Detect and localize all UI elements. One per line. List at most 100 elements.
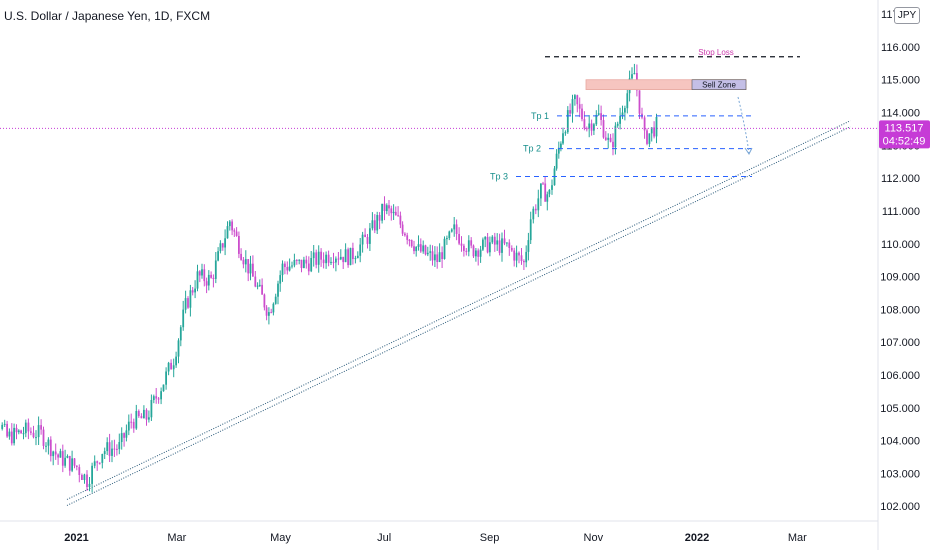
candle-body bbox=[475, 250, 477, 257]
candle-body bbox=[88, 483, 91, 487]
candle-body bbox=[408, 239, 411, 241]
candle-body bbox=[148, 417, 150, 420]
candle-body bbox=[410, 240, 413, 247]
candle-body bbox=[240, 253, 242, 260]
current-price-label: 113.517 bbox=[885, 122, 924, 134]
candle-body bbox=[604, 137, 607, 140]
levels[interactable]: Stop Loss Sell Zone Tp 1 Tp 2 Tp 3 bbox=[490, 48, 800, 182]
candle-body bbox=[47, 439, 50, 446]
candle-body bbox=[284, 263, 286, 267]
candle-body bbox=[293, 260, 296, 266]
candle-body bbox=[103, 451, 106, 454]
candle-body bbox=[557, 147, 560, 154]
candle-body bbox=[145, 409, 148, 420]
candle-body bbox=[369, 228, 371, 244]
candle-body bbox=[143, 409, 145, 419]
candle-body bbox=[446, 238, 448, 240]
sell-zone-label-box bbox=[691, 79, 747, 90]
candle-body bbox=[214, 260, 217, 279]
candle-body bbox=[226, 226, 229, 239]
candle-body bbox=[228, 221, 231, 227]
candle-body bbox=[277, 283, 279, 297]
current-price-tag: 113.517 04:52:49 bbox=[0, 120, 930, 149]
candle-body bbox=[638, 90, 641, 114]
candle-body bbox=[643, 117, 646, 131]
candle-body bbox=[619, 115, 621, 124]
candle-body bbox=[96, 461, 99, 463]
candle-body bbox=[30, 431, 32, 433]
candle-body bbox=[399, 215, 402, 225]
tp-label-1: Tp 1 bbox=[531, 111, 549, 121]
symbol-title: U.S. Dollar / Japanese Yen, 1D, FXCM bbox=[4, 9, 211, 23]
candle-body bbox=[312, 252, 315, 259]
candles bbox=[1, 63, 658, 493]
tp-label-3: Tp 3 bbox=[490, 172, 508, 182]
candle-body bbox=[465, 250, 468, 252]
x-tick-label: Nov bbox=[584, 532, 604, 544]
candle-body bbox=[81, 475, 83, 480]
candle-body bbox=[132, 421, 135, 429]
candle-body bbox=[339, 256, 342, 260]
candle-body bbox=[578, 104, 581, 109]
y-tick-label: 112.000 bbox=[881, 173, 920, 185]
candle-body bbox=[491, 236, 494, 243]
candle-body bbox=[417, 244, 420, 247]
candle-body bbox=[415, 246, 418, 252]
trendline-channel[interactable] bbox=[66, 120, 851, 506]
tp-label-2: Tp 2 bbox=[523, 144, 541, 154]
candle-body bbox=[513, 250, 516, 261]
candle-body bbox=[438, 252, 441, 262]
candle-body bbox=[614, 125, 617, 148]
x-tick-label: Mar bbox=[788, 532, 807, 544]
candle-body bbox=[569, 110, 571, 114]
candle-body bbox=[261, 284, 263, 295]
candle-body bbox=[244, 259, 247, 265]
candle-body bbox=[310, 258, 313, 272]
candle-body bbox=[534, 208, 537, 211]
y-tick-label: 103.000 bbox=[880, 468, 920, 480]
candle-body bbox=[560, 143, 562, 148]
time-axis[interactable]: 2021 Mar May Jul Sep Nov 2022 Mar bbox=[64, 532, 807, 544]
candle-body bbox=[66, 456, 69, 458]
candle-body bbox=[612, 141, 614, 148]
candle-body bbox=[361, 234, 364, 245]
candle-body bbox=[460, 243, 463, 246]
candle-body bbox=[588, 123, 591, 129]
candle-body bbox=[54, 451, 57, 455]
candle-body bbox=[91, 465, 93, 484]
price-axis[interactable]: 102.000 103.000 104.000 105.000 106.000 107.0… bbox=[880, 9, 920, 513]
candle-body bbox=[607, 137, 610, 140]
x-tick-label: Jul bbox=[377, 532, 391, 544]
candle-body bbox=[140, 416, 143, 419]
candle-body bbox=[422, 245, 425, 252]
candle-body bbox=[434, 254, 436, 261]
y-tick-label: 116.000 bbox=[881, 42, 920, 54]
candle-body bbox=[508, 242, 511, 248]
candle-body bbox=[520, 255, 523, 261]
candle-body bbox=[354, 258, 357, 260]
candle-body bbox=[590, 123, 593, 131]
candle-body bbox=[404, 233, 406, 236]
sell-zone-label: Sell Zone bbox=[702, 81, 736, 90]
candle-body bbox=[576, 95, 579, 105]
candle-body bbox=[424, 245, 427, 255]
candle-body bbox=[378, 215, 381, 221]
candle-body bbox=[27, 422, 30, 432]
candle-body bbox=[532, 208, 535, 220]
candle-body bbox=[593, 124, 595, 131]
candle-body bbox=[274, 296, 277, 304]
candle-body bbox=[322, 259, 325, 264]
currency-badge[interactable]: JPY bbox=[894, 7, 920, 24]
candle-body bbox=[458, 234, 460, 244]
candle-body bbox=[448, 231, 451, 239]
y-tick-label: 115.000 bbox=[881, 75, 920, 87]
candle-body bbox=[194, 288, 196, 293]
candle-body bbox=[45, 445, 47, 447]
candle-body bbox=[116, 448, 118, 450]
y-tick-label: 110.000 bbox=[881, 239, 920, 251]
candle-body bbox=[441, 252, 443, 259]
candle-body bbox=[581, 108, 583, 120]
candle-body bbox=[86, 474, 88, 488]
